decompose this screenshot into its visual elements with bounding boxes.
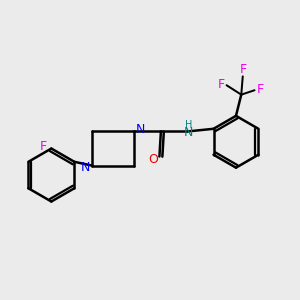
Text: F: F — [218, 78, 225, 91]
Text: F: F — [40, 140, 47, 153]
Text: N: N — [136, 124, 146, 136]
Text: N: N — [184, 126, 194, 140]
Text: H: H — [185, 120, 193, 130]
Text: O: O — [148, 153, 158, 166]
Text: F: F — [256, 83, 263, 96]
Text: N: N — [81, 160, 90, 174]
Text: F: F — [240, 63, 247, 76]
